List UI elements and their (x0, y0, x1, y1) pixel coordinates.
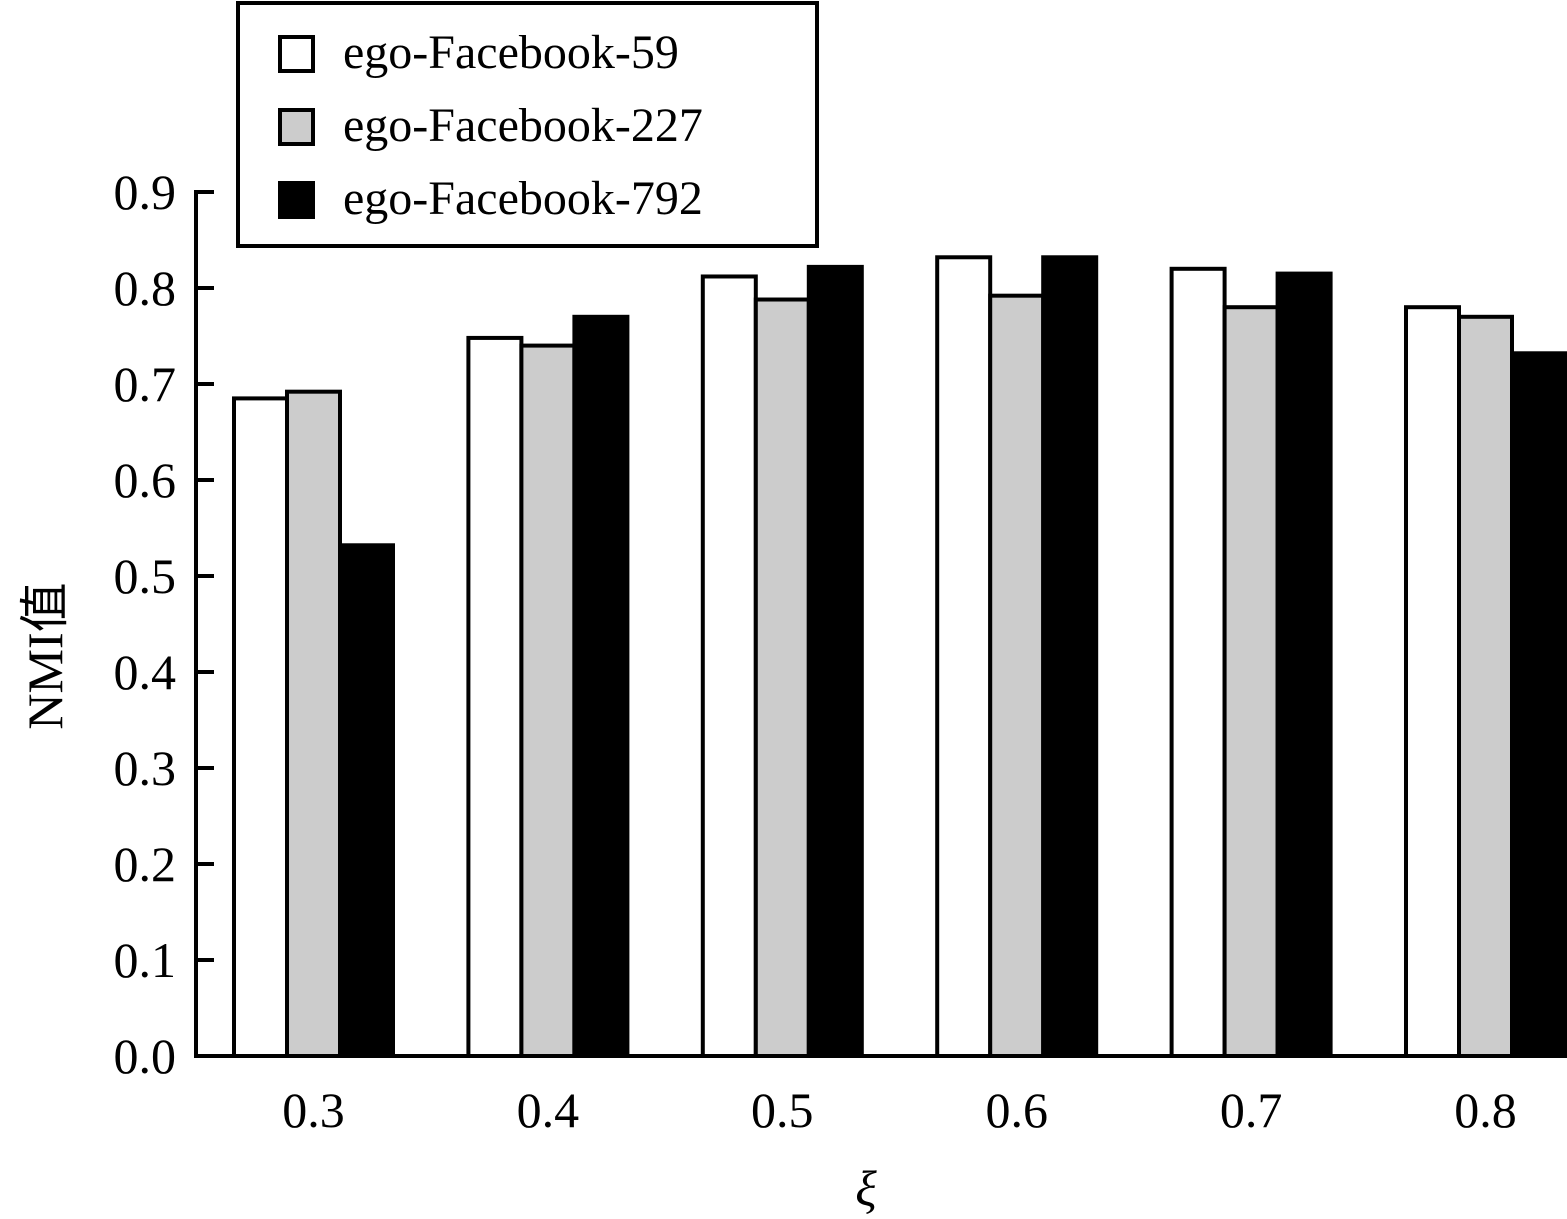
y-tick-label: 0.7 (114, 356, 177, 412)
x-tick-label: 0.7 (1220, 1082, 1283, 1138)
y-tick-label: 0.9 (114, 164, 177, 220)
x-tick-label: 0.8 (1454, 1082, 1517, 1138)
bar-0.3-series-3 (338, 543, 395, 1059)
bar-0.4-series-2 (519, 343, 577, 1059)
x-tick-label: 0.6 (985, 1082, 1048, 1138)
bar-0.7-series-3 (1275, 271, 1333, 1059)
y-tick-label: 0.0 (114, 1028, 177, 1084)
bar-0.6-series-2 (988, 293, 1046, 1058)
legend: ego-Facebook-59 ego-Facebook-227 ego-Faceb… (236, 1, 819, 248)
legend-swatch (278, 35, 315, 73)
legend-label: ego-Facebook-227 (343, 99, 703, 152)
y-tick-label: 0.8 (114, 260, 177, 316)
bars-layer (232, 255, 1567, 1059)
bar-0.5-series-3 (806, 264, 864, 1058)
y-axis-title: NMI值 (17, 582, 73, 729)
y-tick-label: 0.1 (114, 932, 177, 988)
legend-swatch (278, 108, 315, 146)
y-tick-label: 0.4 (114, 644, 177, 700)
bar-0.4-series-1 (466, 335, 524, 1059)
bar-0.6-series-3 (1041, 255, 1099, 1058)
legend-label: ego-Facebook-792 (343, 172, 703, 225)
bar-0.5-series-1 (700, 274, 758, 1059)
legend-box (236, 1, 819, 248)
legend-swatch (278, 181, 315, 219)
x-axis-title: ξ (855, 1160, 877, 1216)
y-tick-label: 0.2 (114, 836, 177, 892)
bar-0.6-series-1 (935, 255, 993, 1058)
bar-0.8-series-1 (1404, 305, 1461, 1058)
x-tick-label: 0.4 (517, 1082, 580, 1138)
bar-0.3-series-1 (232, 396, 289, 1058)
bar-0.5-series-2 (753, 297, 811, 1058)
y-ticks: 0.0 0.1 0.2 0.3 0.4 0.5 0.6 0.7 0.8 0.9 (114, 164, 214, 1084)
bar-0.8-series-3 (1510, 351, 1567, 1058)
bar-0.7-series-2 (1222, 305, 1280, 1058)
bar-0.3-series-2 (285, 389, 342, 1058)
bar-0.7-series-1 (1169, 266, 1227, 1058)
bar-0.4-series-3 (572, 314, 630, 1058)
x-tick-label: 0.5 (751, 1082, 814, 1138)
y-tick-label: 0.6 (114, 452, 177, 508)
y-tick-label: 0.5 (114, 548, 177, 604)
bar-0.8-series-2 (1457, 314, 1514, 1058)
axes-layer (194, 190, 1567, 1058)
x-tick-label: 0.3 (282, 1082, 345, 1138)
x-ticks: 0.3 0.4 0.5 0.6 0.7 0.8 (282, 1082, 1517, 1138)
legend-label: ego-Facebook-59 (343, 26, 679, 79)
y-tick-label: 0.3 (114, 740, 177, 796)
